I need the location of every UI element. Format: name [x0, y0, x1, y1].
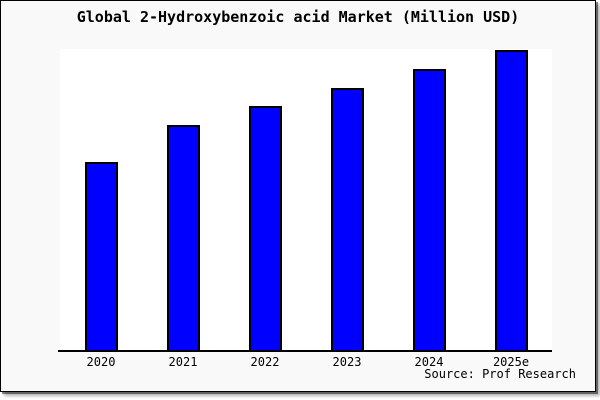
bars-container	[60, 49, 552, 350]
bar-2020	[84, 162, 118, 350]
x-tick-label-2022: 2022	[250, 355, 280, 369]
x-tick-label-2023: 2023	[332, 355, 362, 369]
chart-title: Global 2-Hydroxybenzoic acid Market (Mil…	[76, 8, 520, 26]
x-tick-label-2021: 2021	[168, 355, 198, 369]
bar-2024	[412, 69, 446, 350]
x-tick-label-2020: 2020	[86, 355, 116, 369]
bar-2022	[248, 106, 282, 350]
bar-slot	[470, 49, 552, 350]
bar-slot	[388, 49, 470, 350]
chart-frame: Global 2-Hydroxybenzoic acid Market (Mil…	[0, 0, 596, 392]
plot-area	[58, 49, 552, 352]
bar-2023	[330, 88, 364, 350]
bar-slot	[60, 49, 142, 350]
bar-2025e	[494, 50, 528, 350]
source-credit: Source: Prof Research	[424, 367, 576, 381]
bar-slot	[142, 49, 224, 350]
x-axis-line	[58, 350, 552, 352]
bar-slot	[224, 49, 306, 350]
x-tick-label-2025e: 2025e	[492, 355, 530, 369]
bar-2021	[166, 125, 200, 350]
x-tick-label-2024: 2024	[414, 355, 444, 369]
x-axis-labels: 2020 2021 2022 2023 2024 2025e	[60, 355, 552, 369]
bar-slot	[306, 49, 388, 350]
